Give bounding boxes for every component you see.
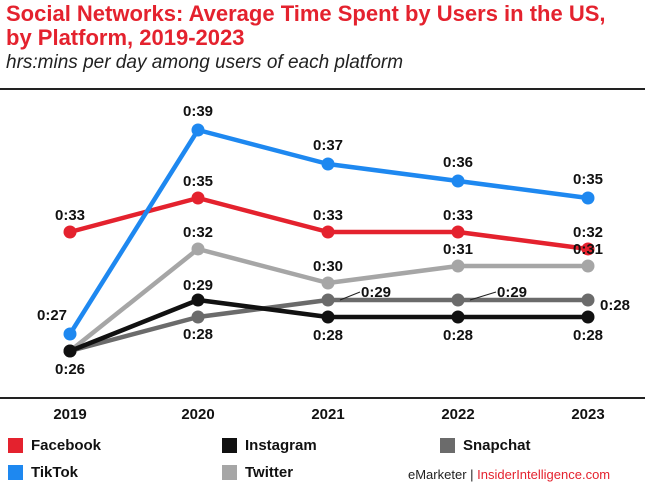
data-point-snapchat bbox=[581, 293, 595, 307]
legend-swatch-twitter bbox=[222, 465, 237, 480]
data-point-tiktok bbox=[451, 174, 465, 188]
data-point-tiktok bbox=[581, 191, 595, 205]
data-label-twitter: 0:30 bbox=[313, 258, 343, 275]
legend-label-twitter: Twitter bbox=[245, 464, 294, 481]
data-point-twitter bbox=[191, 242, 205, 256]
chart-subtitle: hrs:mins per day among users of each pla… bbox=[6, 52, 404, 73]
x-tick-label: 2023 bbox=[571, 406, 604, 423]
data-label-tiktok: 0:36 bbox=[443, 154, 473, 171]
data-point-instagram bbox=[191, 293, 205, 307]
legend-item-snapchat: Snapchat bbox=[440, 437, 531, 454]
data-label-snapchat: 0:28 bbox=[600, 297, 630, 314]
data-label-facebook: 0:33 bbox=[443, 207, 473, 224]
legend-item-twitter: Twitter bbox=[222, 464, 293, 481]
legend-item-facebook: Facebook bbox=[8, 437, 101, 454]
data-point-facebook bbox=[451, 225, 465, 239]
data-label-tiktok: 0:27 bbox=[37, 307, 67, 324]
data-point-twitter bbox=[451, 259, 465, 273]
data-point-twitter bbox=[581, 259, 595, 273]
legend-label-instagram: Instagram bbox=[245, 437, 317, 454]
data-label-instagram: 0:28 bbox=[313, 327, 343, 344]
legend-item-instagram: Instagram bbox=[222, 437, 317, 454]
top-rule bbox=[0, 88, 645, 90]
x-tick-label: 2019 bbox=[53, 406, 86, 423]
data-point-snapchat bbox=[191, 310, 205, 324]
data-point-facebook bbox=[321, 225, 335, 239]
source-insiderintelligence: InsiderIntelligence.com bbox=[477, 467, 611, 482]
source-separator: | bbox=[470, 467, 474, 482]
data-point-tiktok bbox=[191, 123, 205, 137]
data-point-snapchat bbox=[451, 293, 465, 307]
data-point-instagram bbox=[581, 310, 595, 324]
data-point-instagram bbox=[451, 310, 465, 324]
legend-swatch-snapchat bbox=[440, 438, 455, 453]
data-point-facebook bbox=[63, 225, 77, 239]
data-label-instagram: 0:29 bbox=[183, 277, 213, 294]
legend-swatch-instagram bbox=[222, 438, 237, 453]
data-label-facebook: 0:33 bbox=[55, 207, 85, 224]
data-label-facebook: 0:33 bbox=[313, 207, 343, 224]
data-point-instagram bbox=[321, 310, 335, 324]
legend-swatch-tiktok bbox=[8, 465, 23, 480]
data-label-instagram: 0:28 bbox=[573, 327, 603, 344]
legend-item-tiktok: TikTok bbox=[8, 464, 78, 481]
data-label-snapchat: 0:28 bbox=[183, 326, 213, 343]
data-label-instagram: 0:28 bbox=[443, 327, 473, 344]
legend-swatch-facebook bbox=[8, 438, 23, 453]
data-label-facebook: 0:32 bbox=[573, 224, 603, 241]
x-tick-label: 2020 bbox=[181, 406, 214, 423]
label-leader-line bbox=[339, 291, 361, 301]
x-tick-label: 2022 bbox=[441, 406, 474, 423]
data-label-tiktok: 0:35 bbox=[573, 171, 603, 188]
data-point-facebook bbox=[191, 191, 205, 205]
data-label-snapchat: 0:29 bbox=[497, 284, 527, 301]
data-point-instagram bbox=[63, 344, 77, 358]
source-credit: eMarketer | InsiderIntelligence.com bbox=[408, 467, 610, 482]
x-tick-label: 2021 bbox=[311, 406, 344, 423]
legend-label-tiktok: TikTok bbox=[31, 464, 78, 481]
data-label-snapchat: 0:29 bbox=[361, 284, 391, 301]
data-label-instagram: 0:26 bbox=[55, 361, 85, 378]
data-point-facebook bbox=[581, 242, 595, 256]
data-label-tiktok: 0:37 bbox=[313, 137, 343, 154]
data-label-twitter: 0:31 bbox=[443, 241, 473, 258]
legend-label-facebook: Facebook bbox=[31, 437, 102, 454]
chart-title: Social Networks: Average Time Spent by U… bbox=[6, 1, 606, 50]
data-point-twitter bbox=[321, 276, 335, 290]
data-point-tiktok bbox=[63, 327, 77, 341]
label-leader-line bbox=[469, 291, 497, 301]
data-label-twitter: 0:31 bbox=[573, 241, 603, 258]
source-emarketer: eMarketer bbox=[408, 467, 467, 482]
data-label-facebook: 0:35 bbox=[183, 173, 213, 190]
data-point-snapchat bbox=[321, 293, 335, 307]
data-label-tiktok: 0:39 bbox=[183, 103, 213, 120]
data-label-twitter: 0:32 bbox=[183, 224, 213, 241]
legend-label-snapchat: Snapchat bbox=[463, 437, 531, 454]
data-point-tiktok bbox=[321, 157, 335, 171]
